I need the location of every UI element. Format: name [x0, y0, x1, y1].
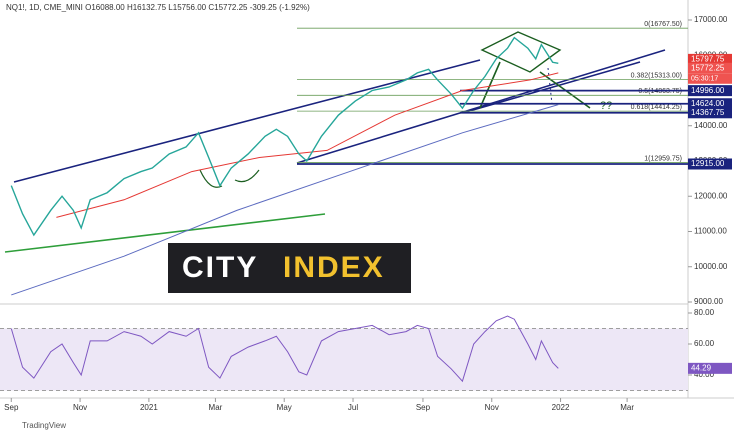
rsi-band	[0, 328, 688, 391]
level-label: 14996.00	[691, 86, 725, 95]
logo-city: CITY	[182, 251, 258, 284]
fib-label: 0.5(14863.75)	[638, 88, 682, 95]
y-tick-label: 12000.00	[694, 191, 728, 200]
dotted-projection	[547, 67, 553, 105]
x-tick-label: Sep	[416, 403, 431, 412]
x-tick-label: 2022	[552, 403, 570, 412]
level-box	[688, 158, 732, 170]
rsi-tick-label: 80.00	[694, 308, 715, 317]
fib-label: 1(12959.75)	[644, 155, 682, 162]
fib-label: 0(16767.50)	[644, 21, 682, 28]
level-label: 14624.00	[691, 99, 725, 108]
x-tick-label: Jul	[348, 403, 358, 412]
header: NQ1!, 1D, CME_MINI O16088.00 H16132.75 L…	[6, 3, 310, 12]
y-tick-label: 10000.00	[694, 262, 728, 271]
moving-average	[11, 104, 559, 296]
level-label: 12915.00	[691, 159, 725, 168]
rsi-value-box	[688, 362, 732, 374]
rsi-value-label: 44.29	[691, 363, 712, 372]
x-tick-label: Mar	[620, 403, 634, 412]
logo-index: INDEX	[283, 251, 385, 284]
price-box	[688, 53, 732, 65]
level-box	[688, 85, 732, 97]
countdown-box	[688, 73, 732, 84]
x-tick-label: 2021	[140, 403, 158, 412]
annotation: ??	[600, 100, 612, 112]
price-line	[10, 36, 559, 237]
price-label: 15797.75	[691, 54, 725, 63]
support-line	[4, 213, 326, 253]
level-box	[688, 107, 732, 119]
rsi-tick-label: 40.00	[694, 370, 715, 379]
price-box	[688, 62, 732, 74]
x-tick-label: May	[277, 403, 292, 412]
rsi-tick-label: 60.00	[694, 339, 715, 348]
x-tick-label: Nov	[485, 403, 499, 412]
fib-label: 0.382(15313.00)	[631, 72, 682, 79]
x-tick-label: Mar	[209, 403, 223, 412]
diamond-pattern	[480, 31, 562, 73]
countdown: 05:30:17	[691, 76, 718, 83]
moving-average	[56, 72, 559, 218]
footer: TradingView	[22, 421, 66, 430]
price-label: 15772.25	[691, 63, 725, 72]
level-box	[688, 98, 732, 110]
x-tick-label: Nov	[73, 403, 87, 412]
x-tick-label: Sep	[4, 403, 19, 412]
y-tick-label: 11000.00	[694, 227, 727, 236]
logo-box	[168, 243, 411, 293]
y-tick-label: 9000.00	[694, 297, 723, 306]
level-label: 14367.75	[691, 108, 725, 117]
y-tick-label: 14000.00	[694, 121, 728, 130]
fib-label: 0.618(14414.25)	[631, 104, 682, 111]
y-tick-label: 17000.00	[694, 15, 728, 24]
rsi-line	[10, 315, 559, 383]
